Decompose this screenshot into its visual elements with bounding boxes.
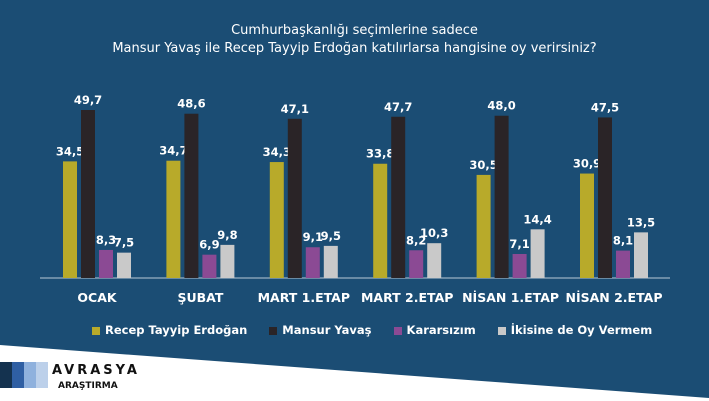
bar bbox=[530, 229, 545, 278]
data-label: 13,5 bbox=[627, 215, 655, 229]
bar bbox=[81, 110, 95, 278]
x-tick-label: NİSAN 1.ETAP bbox=[462, 290, 559, 305]
chart-title-line1: Cumhurbaşkanlığı seçimlerine sadece bbox=[231, 23, 478, 38]
legend-swatch bbox=[269, 326, 278, 335]
legend-label: Mansur Yavaş bbox=[282, 323, 372, 337]
data-label: 34,5 bbox=[56, 144, 84, 158]
bar bbox=[598, 117, 612, 279]
x-tick-label: NİSAN 2.ETAP bbox=[566, 290, 663, 305]
bar bbox=[634, 232, 648, 278]
bar bbox=[476, 174, 491, 278]
footer-band bbox=[0, 345, 709, 401]
legend-item: Recep Tayyip Erdoğan bbox=[92, 323, 247, 337]
data-label: 9,8 bbox=[217, 228, 237, 242]
brand-sub: ARAŞTIRMA bbox=[58, 381, 118, 391]
x-tick-label: MART 1.ETAP bbox=[258, 290, 350, 305]
data-label: 48,0 bbox=[487, 99, 515, 113]
data-label: 7,5 bbox=[114, 236, 134, 250]
data-label: 7,1 bbox=[509, 237, 529, 251]
legend: Recep Tayyip Erdoğan Mansur Yavaş Karars… bbox=[92, 323, 652, 337]
bar bbox=[63, 161, 77, 278]
bar bbox=[202, 254, 217, 278]
bar bbox=[184, 113, 199, 278]
bar bbox=[494, 115, 509, 278]
data-label: 30,9 bbox=[573, 157, 601, 171]
data-label: 6,9 bbox=[199, 238, 219, 252]
bar bbox=[269, 162, 284, 278]
bar bbox=[99, 249, 113, 278]
legend-swatch bbox=[92, 326, 100, 335]
x-tick-label: OCAK bbox=[77, 290, 117, 305]
data-label: 8,1 bbox=[613, 234, 633, 248]
bar bbox=[427, 243, 442, 278]
chart-title-line2: Mansur Yavaş ile Recep Tayyip Erdoğan ka… bbox=[112, 41, 597, 56]
data-label: 9,5 bbox=[321, 229, 341, 243]
data-label: 30,5 bbox=[469, 158, 497, 172]
legend-label: Kararsızım bbox=[406, 323, 476, 337]
bar bbox=[409, 250, 424, 278]
bar bbox=[391, 116, 406, 279]
legend-item: Kararsızım bbox=[393, 323, 476, 337]
bar bbox=[287, 118, 302, 279]
data-label: 34,3 bbox=[263, 145, 291, 159]
bar bbox=[373, 163, 388, 278]
data-label: 8,2 bbox=[406, 233, 426, 247]
legend-swatch bbox=[393, 326, 402, 335]
bar bbox=[512, 254, 527, 278]
logo-mark bbox=[0, 362, 48, 388]
data-label: 14,4 bbox=[523, 212, 551, 226]
bar bbox=[220, 244, 235, 278]
bar bbox=[323, 245, 338, 278]
data-label: 47,1 bbox=[281, 102, 309, 116]
bar bbox=[580, 173, 594, 278]
legend-label: Recep Tayyip Erdoğan bbox=[105, 323, 248, 337]
bar bbox=[305, 247, 320, 278]
bar bbox=[616, 250, 630, 278]
bar bbox=[117, 252, 131, 278]
legend-swatch bbox=[497, 326, 506, 335]
data-label: 33,8 bbox=[366, 147, 394, 161]
data-label: 34,7 bbox=[159, 144, 187, 158]
legend-item: Mansur Yavaş bbox=[269, 323, 372, 337]
data-label: 8,3 bbox=[96, 233, 116, 247]
bar bbox=[166, 160, 181, 278]
data-label: 10,3 bbox=[420, 226, 448, 240]
x-tick-label: ŞUBAT bbox=[177, 290, 223, 305]
data-label: 47,5 bbox=[591, 100, 619, 114]
brand-name: AVRASYA bbox=[52, 363, 140, 378]
data-label: 48,6 bbox=[177, 97, 205, 111]
x-tick-label: MART 2.ETAP bbox=[361, 290, 453, 305]
data-label: 49,7 bbox=[74, 93, 102, 107]
data-label: 47,7 bbox=[384, 100, 412, 114]
data-label: 9,1 bbox=[303, 230, 323, 244]
legend-label: İkisine de Oy Vermem bbox=[510, 323, 653, 337]
legend-item: İkisine de Oy Vermem bbox=[497, 323, 653, 337]
